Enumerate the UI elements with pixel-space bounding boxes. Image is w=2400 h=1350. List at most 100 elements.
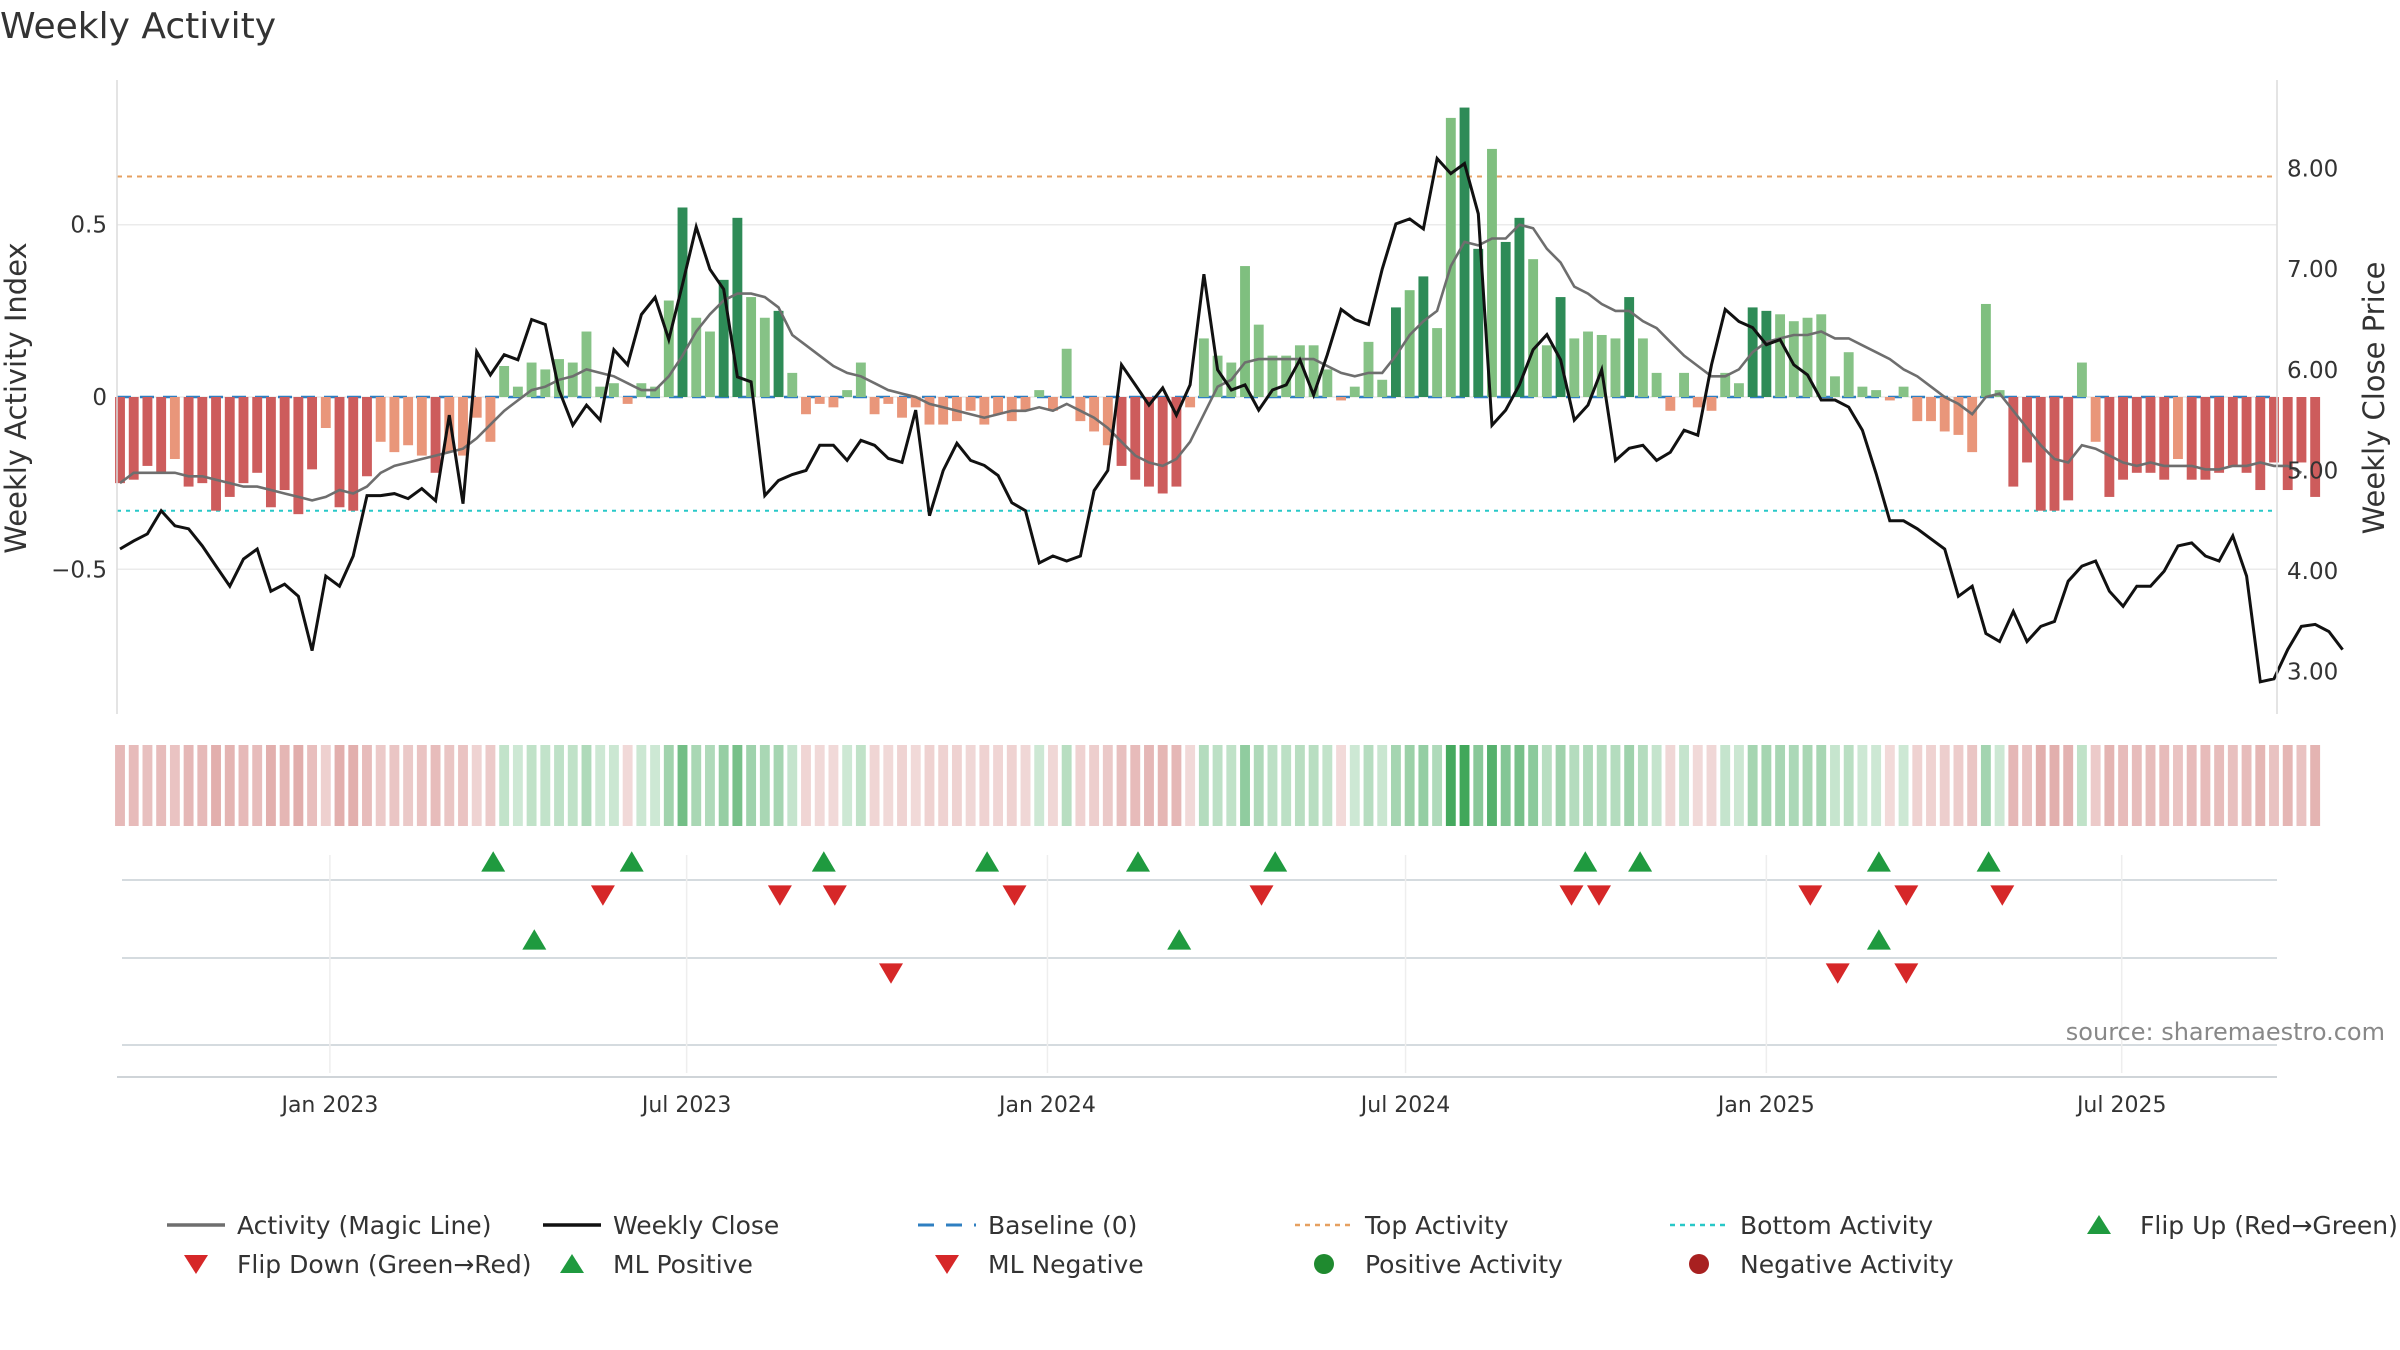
activity-bar-32 — [554, 359, 564, 397]
activity-bar-98 — [1459, 107, 1470, 397]
heat-cell-97 — [1445, 745, 1456, 826]
heat-cell-21 — [403, 745, 414, 826]
activity-bar-96 — [1432, 328, 1443, 397]
heat-cell-109 — [1610, 745, 1621, 826]
ml-positive-marker-0 — [522, 929, 547, 950]
heat-cell-61 — [951, 745, 962, 826]
heat-cell-69 — [1061, 745, 1072, 826]
activity-bar-68 — [1048, 397, 1058, 411]
activity-bar-15 — [320, 397, 331, 429]
activity-bar-142 — [2063, 397, 2074, 501]
x-tick-label-5: Jul 2025 — [2075, 1093, 2167, 1118]
heat-cell-72 — [1102, 745, 1113, 826]
heat-cell-151 — [2186, 745, 2197, 826]
activity-bar-25 — [458, 397, 468, 456]
activity-bar-1 — [128, 397, 139, 480]
heat-cell-68 — [1048, 745, 1058, 826]
heat-cell-149 — [2159, 745, 2170, 826]
left-tick-label-0: 0.5 — [70, 213, 107, 239]
activity-bar-74 — [1130, 397, 1141, 480]
heat-cell-18 — [362, 745, 372, 826]
flip-up-marker-4 — [1126, 851, 1150, 872]
activity-bar-95 — [1418, 276, 1429, 397]
heat-cell-17 — [348, 745, 359, 826]
heat-cell-119 — [1747, 745, 1758, 826]
heat-cell-71 — [1089, 745, 1100, 826]
activity-bar-56 — [883, 397, 894, 404]
activity-bar-145 — [2104, 397, 2115, 497]
activity-bar-37 — [622, 397, 633, 404]
heat-cell-142 — [2063, 745, 2074, 826]
flip-up-marker-8 — [1866, 851, 1891, 872]
heat-cell-137 — [1994, 745, 2005, 826]
activity-bar-12 — [279, 397, 290, 491]
activity-bar-102 — [1514, 217, 1525, 397]
heat-cell-134 — [1953, 745, 1964, 826]
x-ticks: Jan 2023 Jul 2023 Jan 2024 Jul 2024 Jan 2025… — [279, 1093, 2166, 1118]
activity-bar-54 — [855, 362, 866, 397]
heat-cell-76 — [1157, 745, 1168, 826]
heat-cell-7 — [211, 745, 221, 826]
heat-cell-42 — [691, 745, 702, 826]
activity-bar-130 — [1898, 386, 1909, 397]
heat-cell-46 — [746, 745, 757, 826]
heat-cell-85 — [1281, 745, 1292, 826]
legend-swatch-7 — [560, 1254, 584, 1273]
heat-cell-31 — [540, 745, 551, 826]
activity-bar-107 — [1583, 331, 1593, 397]
legend-swatch-6 — [184, 1255, 208, 1274]
activity-bar-113 — [1665, 397, 1676, 411]
left-tick-label-1: 0 — [92, 385, 107, 411]
flip-up-marker-3 — [975, 851, 1000, 872]
activity-bar-127 — [1857, 386, 1868, 397]
activity-bar-129 — [1884, 397, 1895, 401]
flip-up-marker-5 — [1263, 851, 1288, 872]
heat-cell-51 — [814, 745, 825, 826]
activity-bar-89 — [1336, 397, 1346, 401]
flip-down-marker-6 — [1587, 885, 1611, 906]
heat-cell-131 — [1912, 745, 1923, 826]
activity-bar-101 — [1500, 241, 1511, 397]
activity-bar-35 — [595, 386, 606, 397]
activity-bar-11 — [265, 397, 276, 508]
right-tick-label-0: 8.00 — [2287, 157, 2338, 183]
activity-bar-9 — [238, 397, 249, 484]
heat-cell-54 — [855, 745, 866, 826]
activity-bar-111 — [1637, 338, 1648, 397]
heat-cell-89 — [1336, 745, 1346, 826]
heat-cell-123 — [1802, 745, 1813, 826]
activity-bar-28 — [499, 365, 510, 397]
heat-cell-139 — [2022, 745, 2032, 826]
heat-cell-78 — [1185, 745, 1196, 826]
heat-cell-43 — [705, 745, 715, 826]
activity-bar-26 — [471, 397, 482, 418]
activity-bar-122 — [1788, 321, 1799, 397]
activity-heat-strip — [115, 745, 2321, 826]
heat-cell-83 — [1253, 745, 1264, 826]
legend-swatch-9 — [1314, 1254, 1334, 1274]
heat-cell-100 — [1487, 745, 1497, 826]
heat-cell-32 — [554, 745, 564, 826]
activity-bar-78 — [1185, 397, 1196, 408]
heat-cell-92 — [1377, 745, 1388, 826]
heat-cell-122 — [1788, 745, 1799, 826]
activity-bar-51 — [814, 397, 825, 404]
activity-bar-3 — [156, 397, 167, 473]
heat-cell-88 — [1322, 745, 1333, 826]
x-tick-label-3: Jul 2024 — [1359, 1093, 1451, 1118]
heat-cell-155 — [2241, 745, 2252, 826]
activity-bar-138 — [2008, 397, 2019, 487]
source-credit: source: sharemaestro.com — [2066, 1018, 2385, 1046]
left-y-ticks: 0.5 0 −0.5 — [51, 213, 107, 584]
heat-cell-73 — [1116, 745, 1127, 826]
heat-cell-147 — [2131, 745, 2142, 826]
heat-cell-49 — [787, 745, 798, 826]
activity-bar-33 — [567, 362, 578, 397]
heat-cell-158 — [2282, 745, 2293, 826]
heat-cell-116 — [1706, 745, 1717, 826]
flip-down-marker-2 — [822, 885, 847, 906]
heat-cell-95 — [1418, 745, 1429, 826]
flip-up-marker-9 — [1976, 851, 2001, 872]
heat-cell-87 — [1308, 745, 1319, 826]
heat-cell-125 — [1830, 745, 1840, 826]
